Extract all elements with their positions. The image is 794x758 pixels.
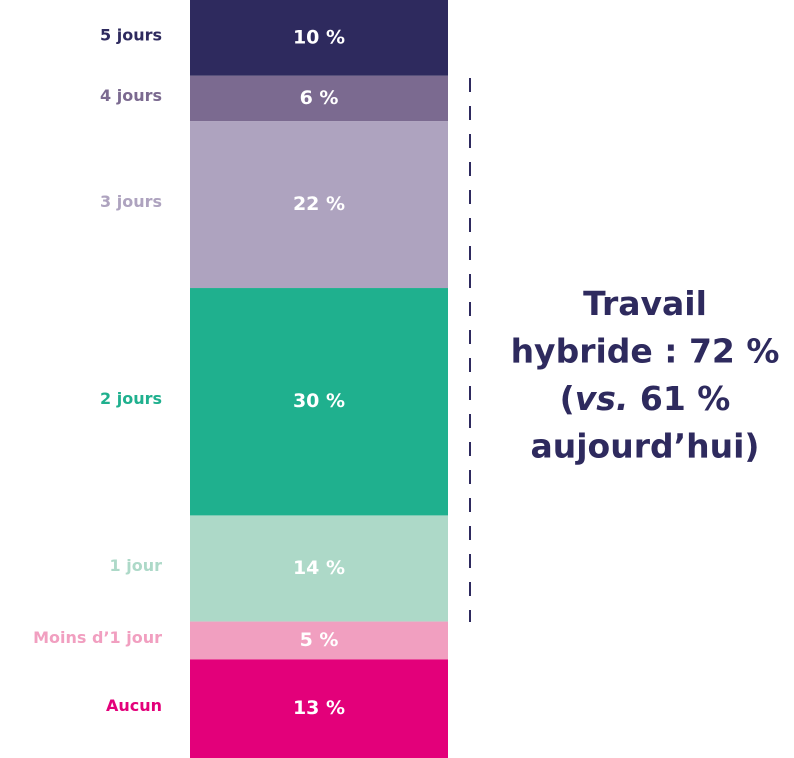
value-label: 14 %	[293, 557, 345, 579]
annotation-part: Travail	[583, 284, 707, 323]
category-label: 4 jours	[100, 86, 162, 105]
category-label: 5 jours	[100, 25, 162, 44]
bar-segment	[190, 659, 448, 758]
annotation-part: vs.	[575, 379, 629, 418]
bar-segment	[190, 75, 448, 122]
value-label: 10 %	[293, 26, 345, 48]
category-label: 1 jour	[110, 556, 163, 575]
annotation: Travail	[583, 284, 707, 323]
value-label: 5 %	[300, 629, 339, 651]
annotation-part: (	[560, 379, 575, 418]
annotation-part: 61 %	[628, 379, 730, 418]
bar-segment	[190, 515, 448, 622]
category-label: 3 jours	[100, 192, 162, 211]
bar-segment	[190, 121, 448, 289]
category-label: 2 jours	[100, 389, 162, 408]
value-label: 13 %	[293, 697, 345, 719]
value-label: 6 %	[300, 87, 339, 109]
annotation-part: hybride : 72 %	[511, 331, 780, 370]
category-label: Aucun	[106, 696, 162, 715]
value-label: 22 %	[293, 193, 345, 215]
annotation: (vs. 61 %	[560, 379, 731, 418]
bar-segment	[190, 0, 448, 76]
bar-segment	[190, 621, 448, 660]
bar-segment	[190, 288, 448, 516]
annotation-part: aujourd’hui)	[530, 426, 759, 465]
annotation: aujourd’hui)	[530, 426, 759, 465]
value-label: 30 %	[293, 390, 345, 412]
annotation: hybride : 72 %	[511, 331, 780, 370]
category-label: Moins d’1 jour	[33, 628, 162, 647]
